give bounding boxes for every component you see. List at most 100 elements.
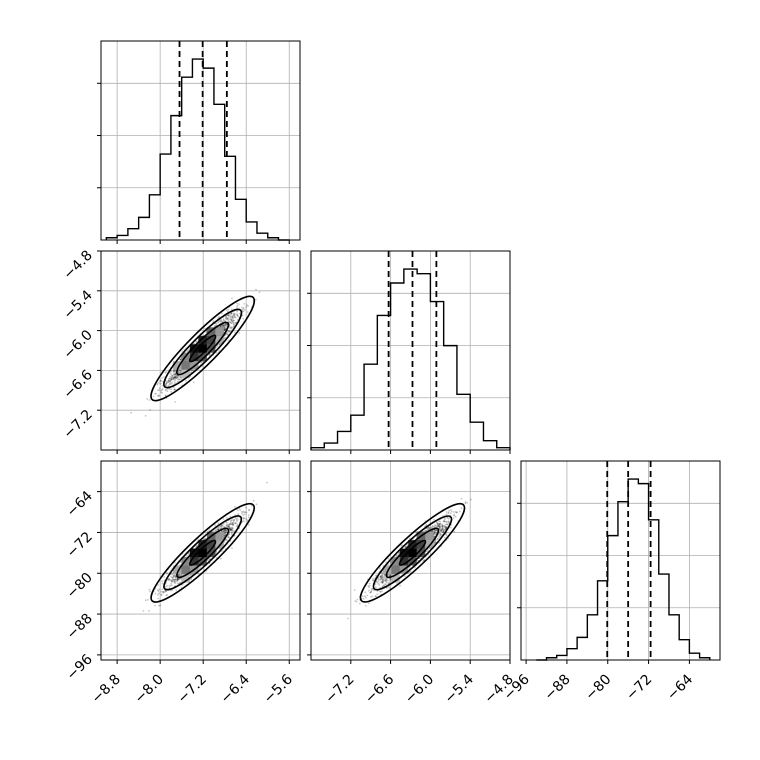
scatter-point: [157, 597, 160, 600]
scatter-point: [223, 526, 226, 528]
scatter-point: [225, 538, 228, 541]
scatter-point: [165, 371, 168, 373]
scatter-point: [167, 381, 170, 383]
scatter-point: [242, 514, 245, 516]
scatter-point: [439, 525, 442, 528]
scatter-point: [156, 383, 158, 385]
scatter-point: [242, 516, 245, 519]
scatter-point: [233, 331, 236, 334]
scatter-point: [215, 346, 218, 348]
scatter-point: [173, 369, 176, 372]
scatter-point: [231, 523, 233, 525]
scatter-point: [377, 577, 380, 580]
scatter-point: [222, 324, 225, 327]
scatter-point: [214, 523, 216, 526]
scatter-point: [470, 498, 472, 501]
scatter-point: [218, 343, 221, 346]
scatter-point: [223, 535, 226, 537]
scatter-point: [233, 522, 236, 525]
scatter-point: [160, 391, 163, 393]
scatter-point: [239, 509, 242, 511]
scatter-point: [157, 394, 160, 397]
scatter-point: [170, 579, 173, 582]
scatter-point: [389, 574, 392, 577]
scatter-point: [161, 384, 164, 387]
axes-frame: [520, 460, 721, 661]
scatter-point: [232, 326, 234, 329]
scatter-point: [229, 315, 232, 317]
scatter-point: [225, 524, 228, 527]
scatter-point: [224, 531, 227, 534]
scatter-point: [228, 330, 231, 332]
scatter-point: [167, 578, 170, 581]
scatter-point: [157, 589, 159, 591]
scatter-point: [170, 390, 173, 393]
scatter-point: [224, 323, 227, 325]
scatter-point: [214, 324, 217, 327]
scatter-point: [170, 378, 173, 381]
scatter-point: [464, 502, 467, 505]
scatter-point: [189, 369, 192, 372]
scatter-point: [215, 322, 218, 325]
scatter-point: [224, 323, 227, 326]
scatter-point: [217, 528, 220, 531]
scatter-point: [466, 502, 468, 504]
scatter-point: [371, 587, 374, 590]
scatter-point: [174, 578, 176, 581]
scatter-point: [247, 516, 250, 519]
scatter-point: [252, 499, 255, 502]
scatter-point: [172, 576, 174, 579]
scatter-point: [228, 525, 230, 528]
scatter-point: [227, 526, 229, 528]
scatter-point: [179, 375, 182, 378]
scatter-point: [438, 524, 441, 527]
scatter-point: [222, 324, 224, 327]
scatter-point: [231, 527, 234, 530]
scatter-point: [171, 375, 174, 378]
scatter-point: [230, 319, 233, 322]
scatter-point: [230, 528, 233, 531]
scatter-point: [229, 321, 232, 324]
scatter-point: [380, 577, 383, 580]
scatter-point: [229, 519, 232, 522]
scatter-point: [164, 394, 167, 397]
scatter-point: [383, 576, 385, 579]
scatter-point: [245, 306, 248, 308]
scatter-point: [193, 342, 196, 345]
scatter-point: [178, 575, 180, 577]
scatter-point: [173, 381, 176, 383]
scatter-point: [444, 526, 447, 529]
scatter-point: [219, 557, 222, 560]
scatter-point: [178, 581, 181, 584]
scatter-point: [443, 520, 446, 523]
scatter-point: [166, 380, 169, 383]
scatter-point: [231, 297, 233, 300]
scatter-point: [441, 526, 444, 529]
scatter-point: [236, 319, 239, 321]
contour-line: [150, 502, 255, 603]
scatter-point: [157, 590, 160, 592]
scatter-point: [244, 511, 247, 513]
scatter-point: [166, 594, 169, 597]
scatter-point: [433, 535, 436, 538]
scatter-point: [174, 401, 177, 403]
scatter-point: [173, 580, 176, 583]
scatter-point: [144, 599, 147, 602]
density-cell: [181, 574, 190, 583]
scatter-point: [230, 322, 233, 325]
scatter-point: [227, 314, 230, 317]
scatter-point: [172, 377, 175, 379]
scatter-point: [229, 523, 231, 526]
scatter-point: [173, 573, 176, 576]
scatter-point: [160, 389, 163, 392]
scatter-point: [241, 310, 244, 313]
scatter-point: [171, 576, 174, 579]
scatter-point: [157, 395, 159, 397]
scatter-point: [228, 526, 231, 529]
scatter-point: [452, 517, 455, 519]
histogram-panel-2: [517, 460, 721, 664]
scatter-point: [173, 376, 176, 379]
scatter-point: [236, 517, 239, 520]
scatter-point: [365, 596, 367, 599]
scatter-point: [231, 523, 234, 526]
